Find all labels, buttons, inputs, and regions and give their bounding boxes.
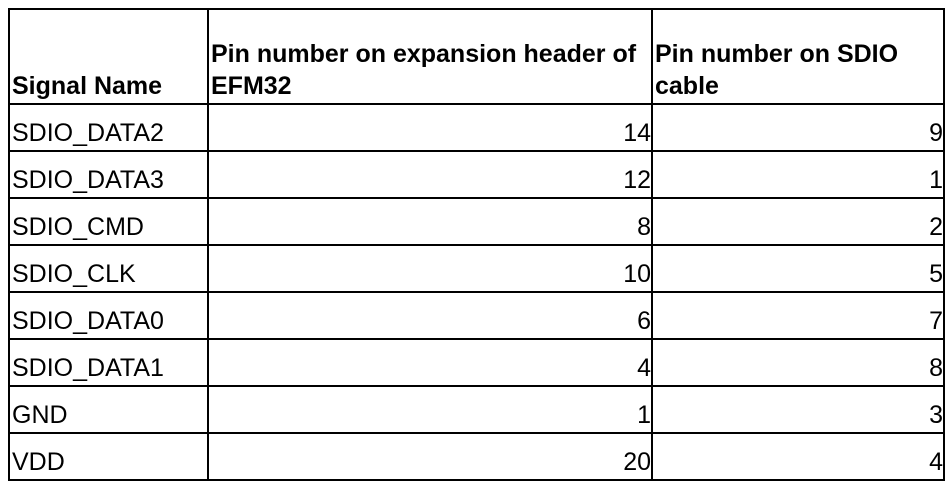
header-signal-name: Signal Name	[8, 8, 209, 105]
table-body: SDIO_DATA2 14 9 SDIO_DATA3 12 1 SDIO_CMD…	[8, 103, 945, 481]
signal-cell: GND	[8, 385, 209, 434]
header-row: Signal Name Pin number on expansion head…	[8, 8, 945, 105]
table-row: SDIO_DATA1 4 8	[8, 338, 945, 387]
sdio-pin-cell: 4	[651, 432, 945, 481]
efm32-pin-cell: 4	[207, 338, 653, 387]
sdio-pin-cell: 1	[651, 150, 945, 199]
efm32-pin-cell: 1	[207, 385, 653, 434]
efm32-pin-cell: 20	[207, 432, 653, 481]
table-row: SDIO_DATA0 6 7	[8, 291, 945, 340]
signal-cell: SDIO_DATA2	[8, 103, 209, 152]
signal-cell: SDIO_DATA0	[8, 291, 209, 340]
header-efm32-pin: Pin number on expansion header of EFM32	[207, 8, 653, 105]
efm32-pin-cell: 10	[207, 244, 653, 293]
efm32-pin-cell: 8	[207, 197, 653, 246]
sdio-pin-cell: 2	[651, 197, 945, 246]
efm32-pin-cell: 14	[207, 103, 653, 152]
efm32-pin-cell: 12	[207, 150, 653, 199]
table-row: SDIO_DATA2 14 9	[8, 103, 945, 152]
table-row: GND 1 3	[8, 385, 945, 434]
table-row: VDD 20 4	[8, 432, 945, 481]
table-row: SDIO_CMD 8 2	[8, 197, 945, 246]
table-row: SDIO_DATA3 12 1	[8, 150, 945, 199]
efm32-pin-cell: 6	[207, 291, 653, 340]
sdio-pin-cell: 5	[651, 244, 945, 293]
sdio-pin-cell: 3	[651, 385, 945, 434]
pin-mapping-table: Signal Name Pin number on expansion head…	[8, 8, 945, 481]
sdio-pin-cell: 9	[651, 103, 945, 152]
signal-cell: VDD	[8, 432, 209, 481]
sdio-pin-cell: 7	[651, 291, 945, 340]
signal-cell: SDIO_DATA3	[8, 150, 209, 199]
signal-cell: SDIO_DATA1	[8, 338, 209, 387]
table-row: SDIO_CLK 10 5	[8, 244, 945, 293]
table-header: Signal Name Pin number on expansion head…	[8, 8, 945, 105]
header-sdio-pin: Pin number on SDIO cable	[651, 8, 945, 105]
signal-cell: SDIO_CLK	[8, 244, 209, 293]
sdio-pin-cell: 8	[651, 338, 945, 387]
signal-cell: SDIO_CMD	[8, 197, 209, 246]
